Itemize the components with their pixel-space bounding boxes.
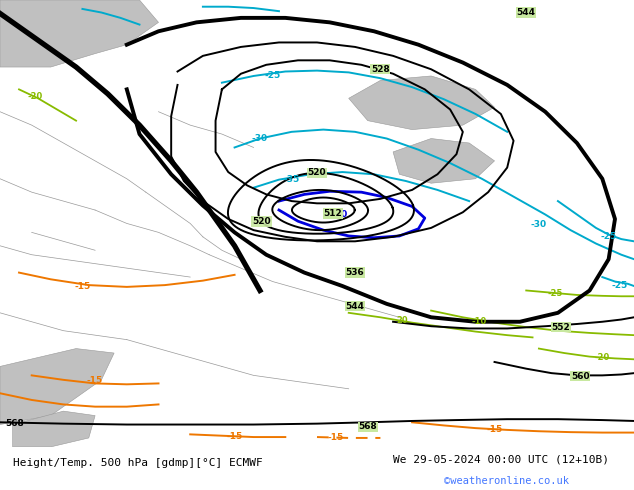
Text: -20: -20 (595, 353, 610, 363)
Text: -25: -25 (264, 72, 281, 80)
Text: -25: -25 (612, 281, 628, 290)
Text: -15: -15 (87, 376, 103, 385)
Text: 520: 520 (307, 169, 326, 177)
Text: ©weatheronline.co.uk: ©weatheronline.co.uk (444, 476, 569, 487)
Text: -15: -15 (486, 425, 503, 435)
Text: 568: 568 (358, 422, 377, 431)
Text: -15: -15 (328, 434, 344, 442)
Text: 20: 20 (397, 317, 408, 325)
Text: 568: 568 (5, 419, 24, 428)
Text: -25: -25 (547, 289, 562, 297)
Text: Height/Temp. 500 hPa [gdmp][°C] ECMWF: Height/Temp. 500 hPa [gdmp][°C] ECMWF (13, 458, 262, 468)
Text: 544: 544 (346, 302, 365, 311)
Text: -20: -20 (27, 92, 42, 100)
Text: 544: 544 (517, 8, 536, 17)
Text: We 29-05-2024 00:00 UTC (12+10B): We 29-05-2024 00:00 UTC (12+10B) (393, 455, 609, 465)
Polygon shape (393, 139, 495, 183)
Polygon shape (0, 0, 158, 67)
Text: 512: 512 (323, 209, 342, 218)
Text: -30: -30 (531, 220, 547, 229)
Text: -25: -25 (600, 232, 617, 242)
Text: -15: -15 (226, 432, 243, 441)
Polygon shape (349, 76, 495, 129)
Polygon shape (0, 348, 114, 424)
Polygon shape (13, 411, 95, 447)
Text: -30: -30 (252, 134, 268, 143)
Text: -10: -10 (471, 317, 486, 326)
Text: -35: -35 (283, 175, 300, 184)
Text: 536: 536 (346, 268, 365, 277)
Text: 560: 560 (571, 372, 590, 381)
Text: -40: -40 (331, 210, 347, 219)
Text: 528: 528 (371, 65, 390, 74)
Text: 552: 552 (552, 322, 571, 332)
Text: -15: -15 (74, 281, 91, 291)
Text: 520: 520 (252, 217, 271, 226)
